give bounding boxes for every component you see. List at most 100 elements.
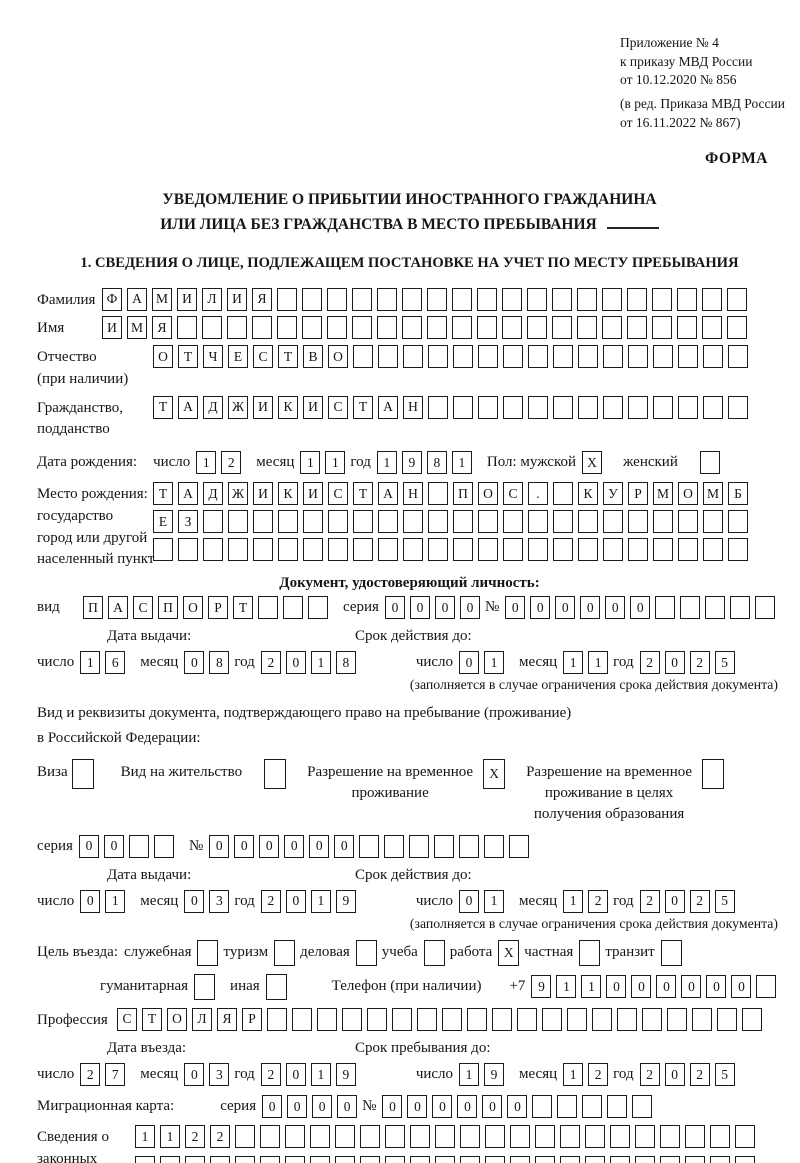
checkbox-cell: X (582, 451, 603, 475)
appendix-line-4: (в ред. Приказа МВД России (620, 95, 785, 111)
char-cell: 1 (310, 889, 331, 913)
char-cell: 0 (384, 596, 405, 620)
residence-doc-options: Виза Вид на жительство Разрешение на вре… (37, 758, 782, 825)
char-cell: Т (233, 596, 253, 620)
char-cell (532, 1095, 553, 1119)
char-cell (428, 345, 448, 369)
doc-expiry-day-label: число (415, 654, 454, 671)
char-cell: 0 (309, 834, 330, 858)
char-cell (235, 1125, 255, 1149)
char-cell (592, 1007, 612, 1031)
sex-label: Пол: мужской (486, 454, 577, 471)
char-cell (377, 287, 397, 311)
char-cell (610, 1125, 630, 1149)
char-cell (703, 538, 723, 562)
checkbox-cell (264, 758, 287, 789)
char-cell (653, 510, 673, 534)
purpose-business-checkbox (355, 939, 382, 966)
birthplace-row-3 (153, 538, 753, 562)
char-cell: С (117, 1007, 137, 1031)
option-temp-residence-edu-label: Разрешение на временное проживание в цел… (526, 763, 693, 822)
char-cell: 1 (80, 651, 101, 675)
char-cell: 8 (209, 651, 230, 675)
char-cell (503, 395, 523, 419)
residence-doc-note: (заполняется в случае ограничения срока … (409, 915, 778, 931)
char-cell: 2 (260, 651, 281, 675)
char-cell (203, 510, 223, 534)
char-cell: Ф (102, 287, 122, 311)
checkbox-cell (579, 939, 601, 966)
char-cell: Т (178, 345, 198, 369)
char-cell: О (328, 345, 348, 369)
char-cell: И (253, 482, 273, 506)
purpose-official-checkbox (197, 939, 223, 966)
entry-day-label: число (37, 1066, 75, 1083)
char-cell: 0 (731, 975, 752, 999)
char-cell (260, 1125, 280, 1149)
char-cell (667, 1007, 687, 1031)
char-cell: 0 (459, 596, 480, 620)
char-cell: Р (628, 482, 648, 506)
char-cell: 5 (714, 1063, 735, 1087)
purpose-other-label: иная (230, 978, 260, 995)
checkbox-cell (71, 758, 94, 789)
char-cell: 0 (459, 651, 480, 675)
char-cell: 2 (689, 889, 710, 913)
profession-label: Профессия (37, 1011, 108, 1028)
purpose-row-1: Цель въезда: служебная туризм деловая уч… (37, 939, 782, 966)
char-cell (453, 510, 473, 534)
char-cell (702, 287, 722, 311)
birthdate-label: Дата рождения: (37, 454, 138, 471)
char-cell (692, 1007, 712, 1031)
char-cell: 1 (588, 651, 609, 675)
representatives-label: Сведения о законных представителях (роди… (37, 1129, 109, 1163)
char-cell: 0 (630, 596, 651, 620)
char-cell: Т (153, 482, 173, 506)
char-cell (303, 538, 323, 562)
char-cell (553, 538, 573, 562)
char-cell (258, 596, 278, 620)
option-temp-residence-checkbox: X (483, 758, 510, 789)
char-cell: И (303, 395, 323, 419)
char-cell (417, 1007, 437, 1031)
char-cell (728, 538, 748, 562)
char-cell (203, 538, 223, 562)
char-cell (509, 834, 530, 858)
char-cell (378, 345, 398, 369)
char-cell (485, 1156, 505, 1163)
option-visa: Виза (37, 758, 99, 789)
char-cell: С (328, 395, 348, 419)
sex-male-checkbox: X (582, 451, 607, 475)
char-cell (153, 834, 174, 858)
char-cell: 1 (563, 889, 584, 913)
option-residence-permit-checkbox (264, 758, 291, 789)
char-cell: 0 (80, 889, 101, 913)
char-cell (342, 1007, 362, 1031)
char-cell: 0 (337, 1095, 358, 1119)
checkbox-cell (702, 758, 725, 789)
char-cell: 2 (260, 1063, 281, 1087)
representatives-row-2 (135, 1156, 760, 1163)
char-cell (427, 316, 447, 340)
char-cell (228, 538, 248, 562)
char-cell (385, 1156, 405, 1163)
char-cell (277, 287, 297, 311)
char-cell: . (528, 482, 548, 506)
doc-issue-month-label: месяц (140, 654, 179, 671)
char-cell (655, 596, 676, 620)
char-cell: Т (353, 395, 373, 419)
purpose-humanitarian-label: гуманитарная (100, 978, 189, 995)
char-cell: 3 (209, 1063, 230, 1087)
char-cell (310, 1156, 330, 1163)
char-cell (235, 1156, 255, 1163)
char-cell (402, 287, 422, 311)
